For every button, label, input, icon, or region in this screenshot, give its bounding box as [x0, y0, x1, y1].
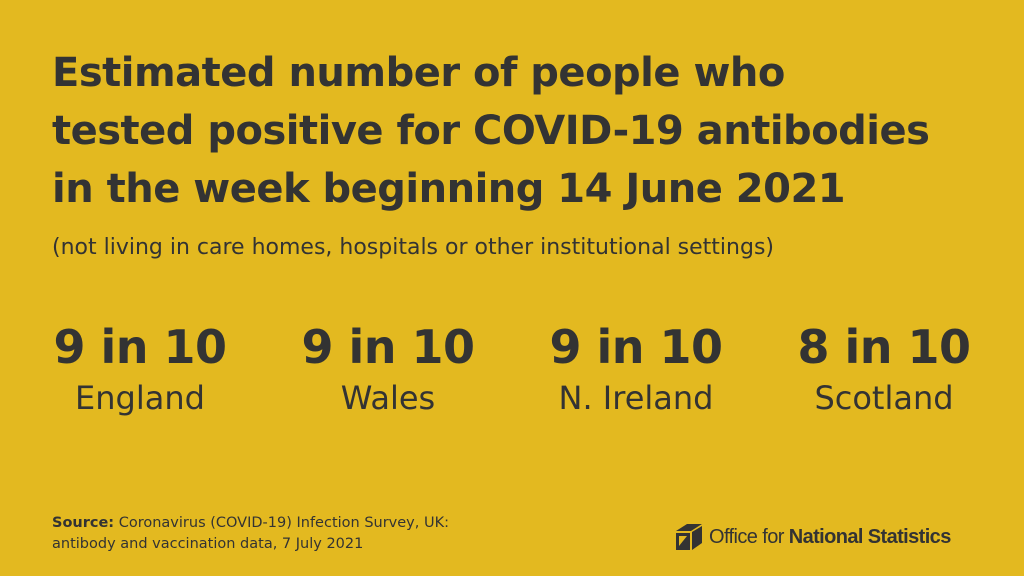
- stat-england: 9 in 10 England: [16, 316, 264, 418]
- ons-logo-text: Office for National Statistics: [709, 526, 951, 549]
- ons-logo-icon: [676, 524, 702, 550]
- stat-scotland: 8 in 10 Scotland: [760, 316, 1008, 418]
- stat-label: England: [75, 379, 205, 417]
- ons-logo: Office for National Statistics: [674, 522, 951, 552]
- headline: Estimated number of people who tested po…: [52, 44, 992, 218]
- source-line-1: Coronavirus (COVID-19) Infection Survey,…: [118, 515, 449, 531]
- subtitle: (not living in care homes, hospitals or …: [52, 235, 774, 260]
- stat-value: 9 in 10: [301, 320, 475, 374]
- stat-label: Scotland: [814, 379, 954, 417]
- headline-line-3: in the week beginning 14 June 2021: [52, 166, 846, 212]
- stat-value: 9 in 10: [549, 320, 723, 374]
- logo-text-bold: National Statistics: [788, 525, 952, 548]
- stat-n-ireland: 9 in 10 N. Ireland: [512, 316, 760, 418]
- stat-label: N. Ireland: [558, 379, 714, 417]
- source-line-2: antibody and vaccination data, 7 July 20…: [52, 536, 364, 552]
- stat-value: 8 in 10: [797, 320, 971, 374]
- logo-text-regular: Office for: [709, 525, 789, 548]
- headline-line-2: tested positive for COVID-19 antibodies: [52, 108, 930, 154]
- stat-label: Wales: [340, 379, 436, 417]
- source-prefix: Source:: [52, 515, 115, 531]
- source-note: Source: Coronavirus (COVID-19) Infection…: [52, 513, 592, 555]
- stat-wales: 9 in 10 Wales: [264, 316, 512, 418]
- headline-line-1: Estimated number of people who: [52, 50, 785, 96]
- stat-value: 9 in 10: [53, 320, 227, 374]
- stats-row: 9 in 10 England 9 in 10 Wales 9 in 10 N.…: [16, 316, 1008, 418]
